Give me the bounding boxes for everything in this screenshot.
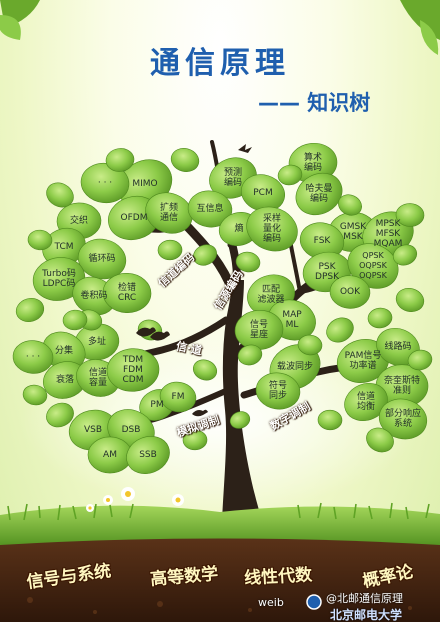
node-dots-left: · · · (25, 352, 41, 362)
node-spread-spectrum: 扩频 通信 (159, 203, 179, 223)
leaf (106, 348, 160, 392)
leaf (46, 402, 74, 428)
node-fm: FM (171, 392, 185, 402)
leaf (378, 398, 428, 440)
leaf (317, 409, 343, 431)
node-ssb: SSB (139, 450, 157, 460)
node-vsb: VSB (83, 425, 103, 435)
leaf (366, 427, 394, 453)
course-linear-algebra: 线性代数 (243, 565, 313, 589)
node-diversity: 分集 (54, 346, 74, 356)
node-mimo: MIMO (132, 179, 158, 189)
leaf (255, 372, 301, 410)
node-partial-response: 部分响应 系统 (384, 409, 422, 429)
node-am: AM (103, 450, 117, 460)
leaf (295, 172, 343, 216)
node-turbo-ldpc: Turbo码 LDPC码 (42, 269, 76, 289)
leaf (32, 257, 86, 301)
node-pam-spectrum: PAM信号 功率谱 (344, 351, 382, 371)
node-symbol-sync: 符号 同步 (268, 381, 288, 401)
node-dots-top: · · · (97, 178, 113, 188)
node-crc: 检错 CRC (117, 283, 137, 303)
watermark-site: weib (258, 596, 284, 609)
page-title: 通信原理 (150, 46, 290, 81)
university-logo-icon (306, 594, 322, 610)
node-predictive-coding: 预测 编码 (223, 168, 243, 188)
node-huffman-coding: 哈夫曼 编码 (305, 184, 333, 204)
corner-leaves (0, 0, 440, 55)
leaf (159, 381, 197, 413)
leaf (102, 273, 152, 313)
leaf (126, 436, 170, 474)
node-ofdm: OFDM (120, 213, 148, 223)
leaf (326, 317, 354, 343)
node-entropy: 熵 (234, 224, 244, 234)
node-carrier-sync: 载波同步 (276, 362, 314, 372)
leaf (344, 383, 388, 421)
node-pcm: PCM (253, 188, 273, 198)
leaf (277, 164, 303, 186)
ground (0, 502, 440, 622)
node-arithmetic-coding: 算术 编码 (303, 153, 323, 173)
bird-icon (136, 144, 252, 417)
node-dsb: DSB (121, 425, 141, 435)
node-ook: OOK (339, 287, 361, 297)
node-mpsk-mfsk-mqam: MPSK MFSK MQAM (373, 219, 403, 249)
node-sampling-quantization: 采样 量化 编码 (262, 214, 282, 244)
leaf (62, 309, 88, 331)
leaf-layer (12, 142, 433, 474)
node-tcm: TCM (54, 242, 74, 252)
node-gmsk-msk: GMSK MSK (339, 222, 367, 242)
node-qpsk: QPSK OQPSK OQPSK (359, 251, 387, 280)
node-interleave: 交织 (69, 216, 89, 226)
watermark-handle: @北邮通信原理 (326, 592, 403, 605)
node-fading: 衰落 (55, 375, 75, 385)
leaf (192, 359, 218, 381)
leaf (27, 229, 53, 251)
leaf (229, 411, 251, 429)
leaf (297, 334, 323, 356)
leaf (193, 244, 217, 266)
leaf (105, 148, 135, 172)
node-psk-dpsk: PSK DPSK (315, 262, 339, 282)
leaf (329, 275, 371, 309)
flower-icons (86, 487, 184, 512)
leaf (46, 182, 74, 208)
leaf (12, 340, 54, 374)
leaf (22, 384, 48, 406)
leaf (392, 244, 418, 266)
leaf (182, 429, 208, 451)
node-matched-filter: 匹配 滤波器 (257, 285, 285, 305)
watermark-logo-text: 北京邮电大学 (330, 608, 403, 622)
node-multiplexing: TDM FDM CDM (122, 355, 144, 385)
node-mutual-information: 互信息 (196, 204, 224, 214)
leaf (187, 190, 233, 228)
leaf (237, 344, 263, 366)
node-signal-constellation: 信号 星座 (249, 320, 269, 340)
leaf (246, 206, 298, 252)
leaf (157, 239, 183, 261)
node-conv-code: 卷积码 (80, 291, 108, 301)
leaf (338, 194, 362, 216)
node-equalization: 信道 均衡 (356, 392, 376, 412)
node-nyquist: 奈奎斯特 准则 (383, 376, 421, 396)
leaf (170, 148, 200, 172)
leaf (367, 307, 393, 329)
node-line-code: 线路码 (384, 342, 412, 352)
leaf (395, 203, 425, 227)
node-multiple-access: 多址 (87, 337, 107, 347)
leaf (15, 297, 45, 323)
node-channel-capacity: 信道 容量 (88, 368, 108, 388)
node-map-ml: MAP ML (282, 310, 302, 330)
node-pm: PM (150, 400, 164, 410)
leaf (235, 251, 261, 273)
node-fsk: FSK (313, 236, 331, 246)
leaf (145, 192, 193, 234)
node-cyclic-code: 循环码 (88, 254, 116, 264)
page-subtitle: —— 知识树 (258, 91, 371, 115)
leaf (395, 288, 425, 312)
leaf (407, 349, 433, 371)
